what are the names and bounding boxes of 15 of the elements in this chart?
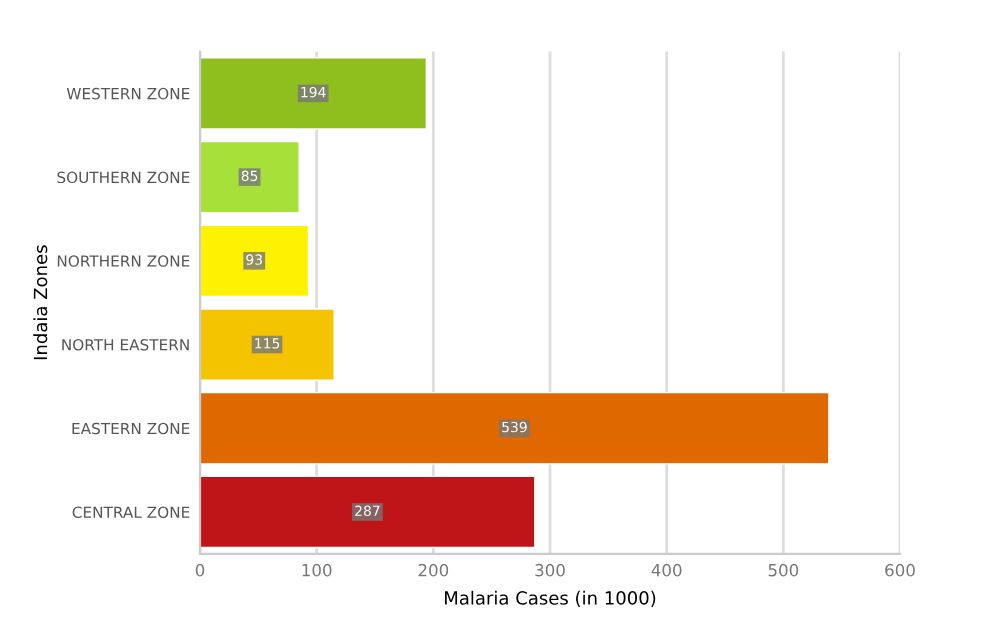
x-tick-label: 300 bbox=[535, 563, 565, 577]
x-tick-label: 200 bbox=[418, 563, 449, 577]
bar bbox=[200, 140, 300, 214]
bar bbox=[200, 475, 536, 549]
bar bbox=[200, 57, 428, 130]
x-tick-label: 600 bbox=[885, 563, 915, 577]
bar bbox=[200, 224, 310, 298]
x-axis-title: Malaria Cases (in 1000) bbox=[445, 590, 656, 607]
y-axis-title: Indaia Zones bbox=[33, 245, 48, 360]
x-tick-label: 100 bbox=[302, 563, 332, 577]
x-tick-label: 500 bbox=[768, 563, 799, 577]
x-tick-label: 400 bbox=[651, 563, 682, 577]
x-tick-label: 0 bbox=[195, 563, 205, 577]
bar bbox=[200, 391, 830, 465]
bar bbox=[200, 308, 335, 381]
